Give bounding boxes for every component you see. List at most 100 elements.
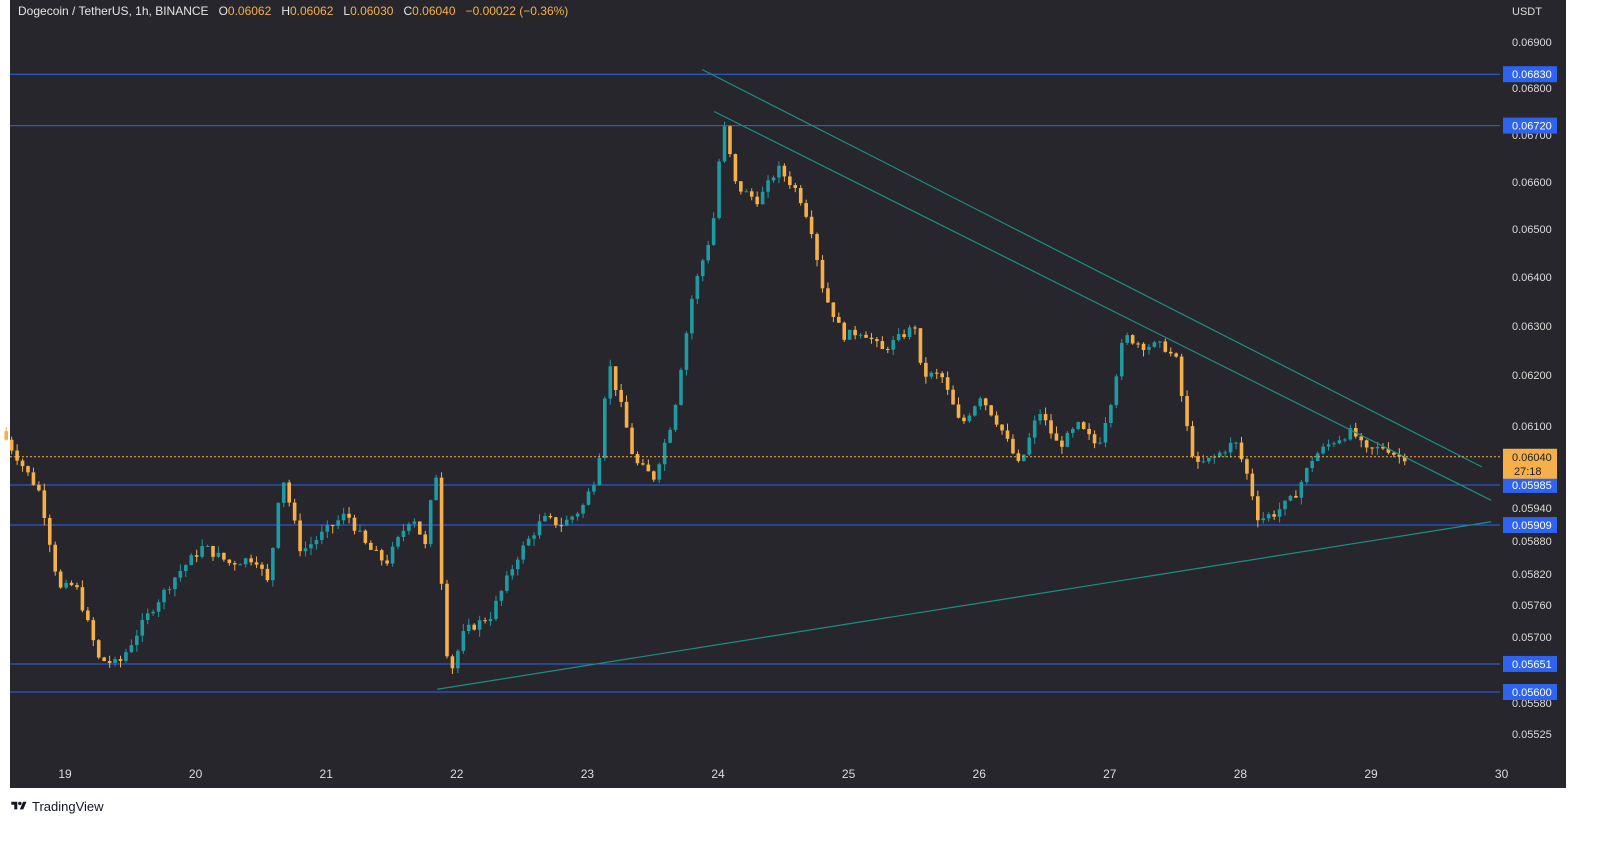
candle-body	[1125, 335, 1130, 343]
candle-body	[477, 620, 482, 630]
candle-body	[564, 519, 569, 526]
candle-body	[249, 558, 253, 563]
price-tick-label: 0.06600	[1512, 177, 1552, 189]
candle-body	[1005, 430, 1010, 439]
candle-body	[635, 454, 640, 464]
candle-body	[1201, 461, 1206, 463]
candle-body	[749, 191, 754, 197]
candle-body	[4, 431, 9, 440]
candle-body	[771, 177, 776, 181]
candle-body	[673, 404, 678, 430]
candle-body	[401, 530, 406, 538]
current-price-badge	[1503, 448, 1557, 479]
candle-body	[880, 341, 885, 350]
candle-body	[205, 545, 210, 547]
candle-body	[559, 525, 564, 527]
candle-body	[1103, 422, 1108, 443]
candle-body	[1130, 335, 1135, 344]
candle-body	[831, 302, 836, 317]
candle-body	[1207, 457, 1211, 462]
time-tick-label: 21	[320, 767, 334, 781]
candle-body	[369, 542, 373, 550]
candle-body	[1168, 351, 1173, 354]
level-price-badge	[1503, 117, 1557, 134]
candle-body	[929, 372, 934, 377]
time-tick-label: 25	[842, 767, 856, 781]
candle-body	[271, 547, 275, 581]
time-axis-labels: 19 20 21 22 23 24 25 26 27 28 29 30	[58, 767, 1508, 781]
candle-body	[847, 329, 852, 340]
level-price-label: 0.05909	[1512, 520, 1552, 532]
candle-body	[124, 652, 128, 661]
level-price-label: 0.06720	[1512, 121, 1552, 133]
candle-body	[80, 587, 85, 611]
candle-body	[1239, 442, 1244, 460]
candle-body	[314, 540, 319, 545]
trendlines	[437, 69, 1492, 690]
candle-body	[744, 191, 749, 193]
candle-body	[695, 276, 700, 299]
candle-body	[826, 288, 830, 303]
brand-name: TradingView	[32, 798, 104, 814]
candle-body	[472, 624, 477, 630]
candle-body	[488, 618, 493, 622]
candle-body	[1076, 422, 1081, 430]
level-price-badge	[1503, 684, 1557, 700]
candle-body	[292, 502, 297, 521]
candle-body	[1092, 434, 1097, 444]
candle-body	[505, 575, 509, 591]
candle-body	[162, 589, 166, 603]
symbol-title[interactable]: Dogecoin / TetherUS, 1h, BINANCE	[18, 4, 209, 18]
candle-body	[651, 471, 656, 480]
candle-body	[1109, 405, 1113, 423]
candle-body	[47, 517, 52, 545]
candle-body	[1321, 446, 1325, 454]
candle-body	[1364, 440, 1369, 448]
candle-body	[581, 504, 585, 514]
price-tick-label: 0.06100	[1512, 421, 1552, 433]
candle-body	[934, 372, 939, 374]
candle-body	[793, 185, 798, 189]
candle-body	[1299, 482, 1304, 498]
candle-body	[42, 490, 47, 518]
candle-body	[118, 659, 123, 661]
candle-body	[26, 466, 30, 473]
candle-body	[1027, 437, 1032, 455]
candle-body	[1283, 500, 1287, 510]
footer-brand[interactable]: TradingView	[10, 798, 104, 814]
level-price-label: 0.06830	[1512, 69, 1552, 81]
candle-body	[973, 406, 977, 416]
candle-body	[521, 545, 525, 560]
current-price-label: 0.06040	[1512, 452, 1552, 464]
candle-body	[510, 569, 515, 576]
candle-body	[1370, 447, 1374, 449]
candle-body	[31, 472, 36, 485]
candle-body	[216, 552, 221, 557]
candle-body	[603, 398, 607, 458]
candle-body	[537, 521, 542, 536]
candle-body	[434, 477, 438, 501]
candle-body	[722, 126, 727, 162]
candle-body	[940, 373, 944, 378]
candle-body	[597, 457, 602, 486]
candle-body	[281, 482, 286, 503]
candle-body	[254, 562, 259, 565]
candle-body	[1158, 341, 1162, 343]
candle-body	[167, 589, 172, 591]
candle-body	[184, 565, 188, 571]
candle-body	[1375, 446, 1380, 449]
candle-body	[706, 244, 711, 261]
candle-body	[1288, 495, 1293, 501]
candle-body	[646, 464, 651, 472]
candle-body	[755, 196, 759, 205]
candle-body	[956, 404, 961, 418]
time-axis[interactable]	[10, 745, 1566, 788]
time-tick-label: 28	[1234, 767, 1248, 781]
candle-body	[107, 661, 112, 663]
candle-body	[1386, 448, 1391, 453]
candle-body	[1250, 473, 1255, 497]
chart-pane[interactable]	[10, 0, 1500, 788]
open-value: 0.06062	[227, 4, 272, 18]
candle-body	[858, 334, 863, 336]
